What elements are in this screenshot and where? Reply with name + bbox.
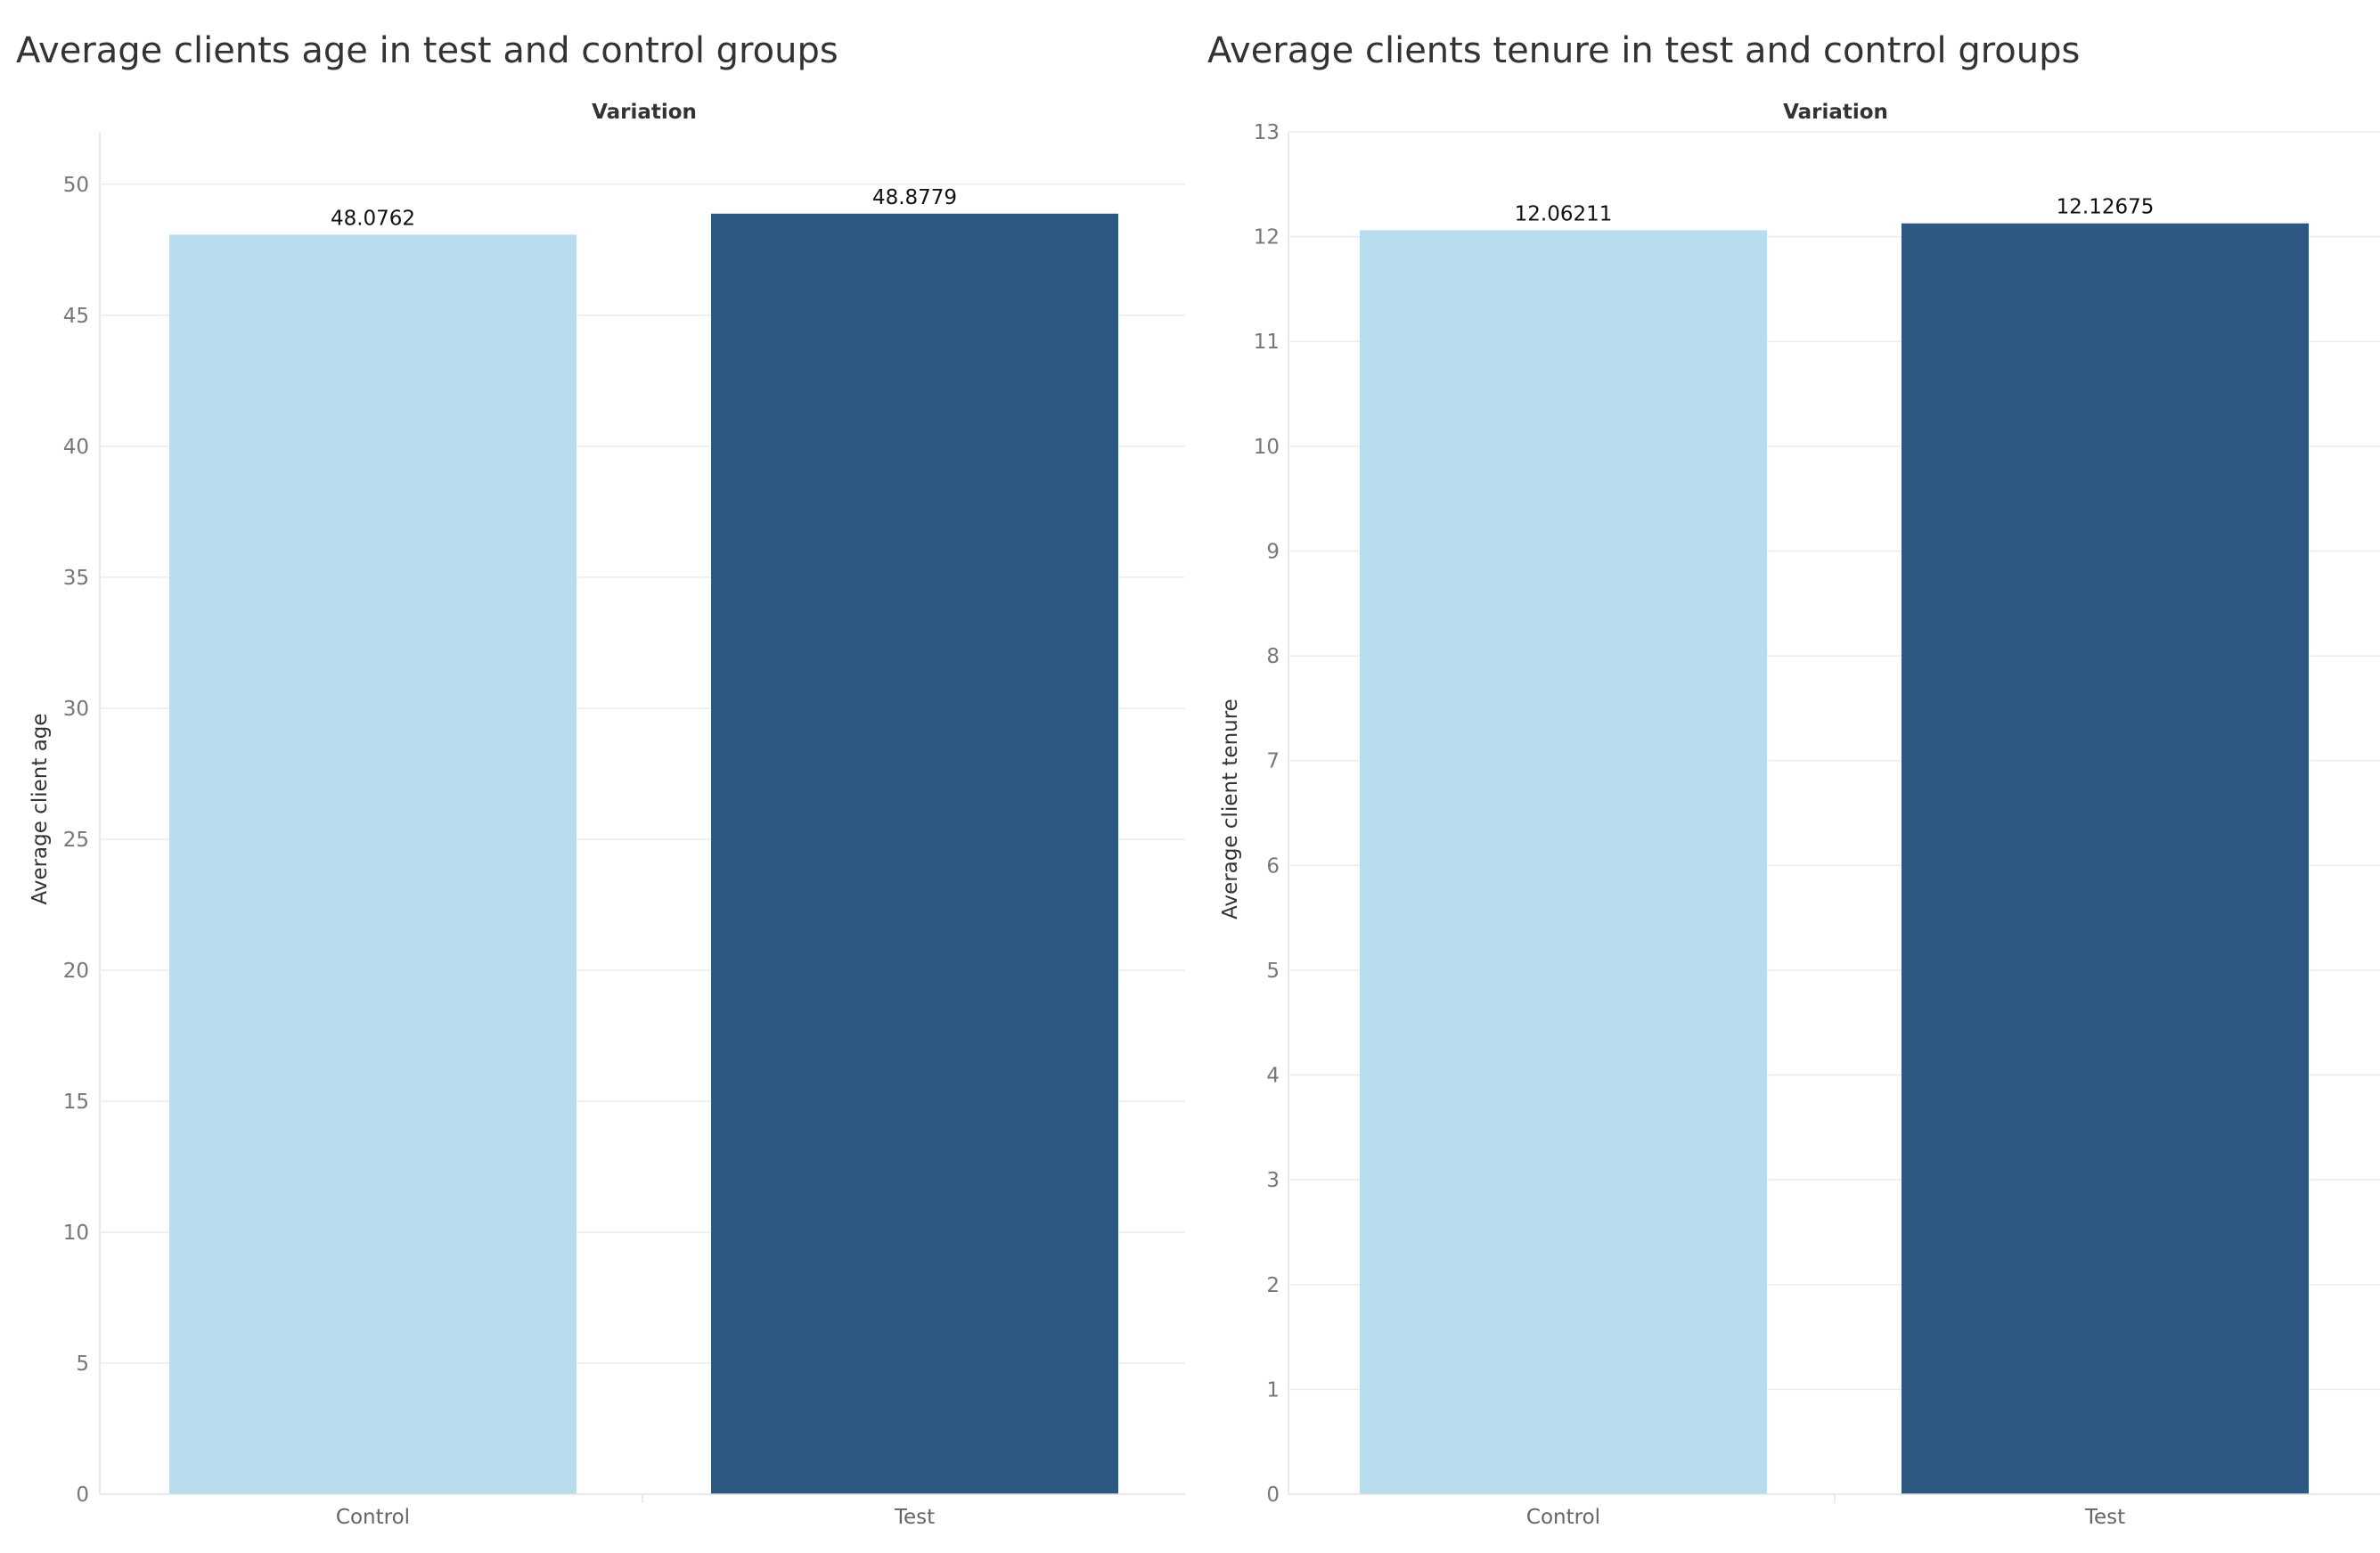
y-tick-label: 10 [63,1222,89,1245]
y-tick-label: 25 [63,829,89,852]
x-category-label: Test [894,1506,935,1529]
y-tick-label: 3 [1266,1169,1280,1192]
chart-title: Average clients age in test and control … [16,30,838,71]
data-label: 48.8779 [872,186,957,209]
y-tick-label: 5 [1266,960,1280,983]
y-tick-label: 45 [63,305,89,328]
y-axis-label: Average client age [29,713,52,904]
y-tick-label: 11 [1254,331,1280,354]
x-category-label: Control [1526,1506,1600,1529]
y-tick-label: 13 [1254,121,1280,144]
y-tick-label: 1 [1266,1378,1280,1402]
y-tick-label: 12 [1254,226,1280,249]
x-category-label: Control [336,1506,410,1529]
y-tick-label: 5 [76,1353,89,1376]
y-tick-label: 30 [63,698,89,721]
column-header: Variation [1783,101,1888,124]
y-tick-label: 10 [1254,436,1280,459]
bar-test [711,213,1118,1494]
y-tick-label: 6 [1266,854,1280,878]
y-tick-label: 7 [1266,750,1280,773]
column-header: Variation [592,101,697,124]
bar-control [169,234,577,1495]
y-tick-label: 0 [1266,1484,1280,1507]
y-tick-label: 8 [1266,645,1280,668]
data-label: 48.0762 [331,207,415,230]
y-tick-label: 0 [76,1484,89,1507]
y-tick-label: 35 [63,567,89,590]
y-axis-label: Average client tenure [1219,699,1242,920]
y-tick-label: 40 [63,436,89,459]
y-tick-label: 9 [1266,540,1280,563]
y-tick-label: 20 [63,960,89,983]
tenure-chart: Average clients tenure in test and contr… [1207,30,2380,1529]
bar-test [1902,223,2309,1494]
y-tick-label: 15 [63,1091,89,1114]
data-label: 12.06211 [1515,202,1613,225]
x-category-label: Test [2084,1506,2125,1529]
y-tick-label: 50 [63,174,89,197]
age-chart: Average clients age in test and control … [16,30,1185,1529]
chart-title: Average clients tenure in test and contr… [1207,30,2080,71]
y-tick-label: 4 [1266,1065,1280,1088]
bar-control [1360,230,1767,1494]
y-tick-label: 2 [1266,1274,1280,1297]
data-label: 12.12675 [2057,196,2155,219]
